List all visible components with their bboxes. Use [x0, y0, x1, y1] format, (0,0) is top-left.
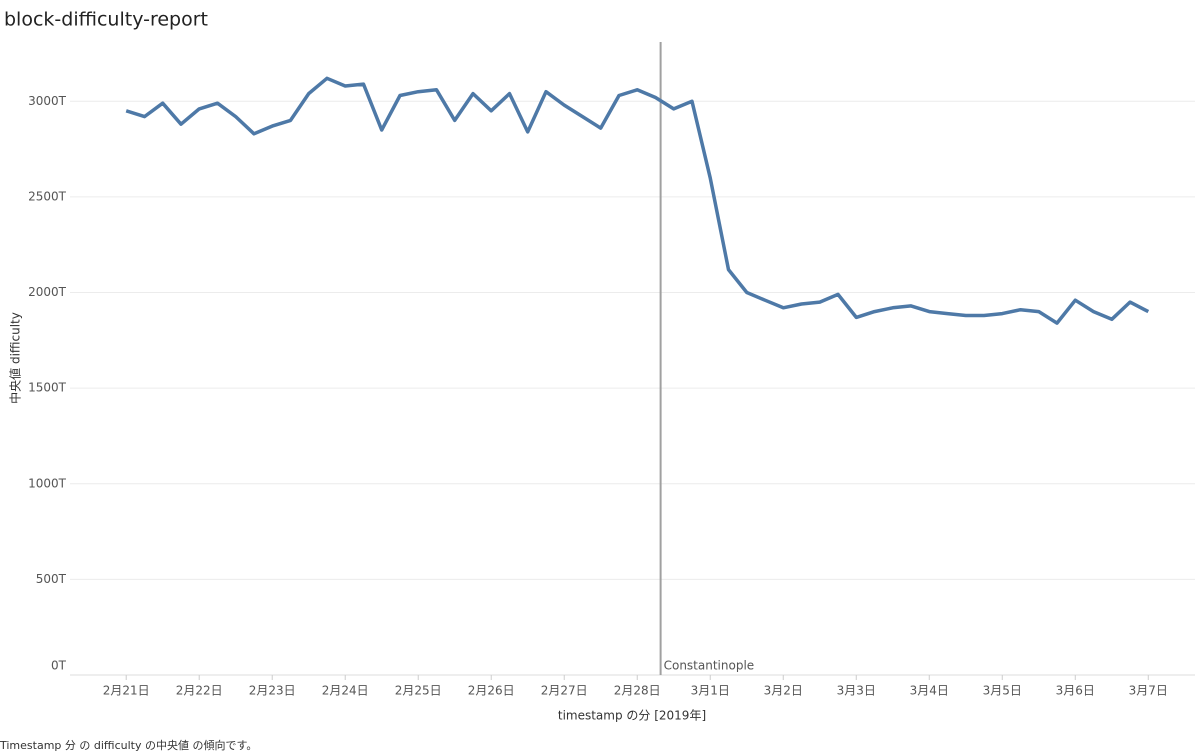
- x-tick-label: 3月4日: [910, 684, 949, 698]
- y-tick-label: 1000T: [28, 476, 67, 490]
- chart-title: block-difficulty-report: [4, 9, 208, 31]
- y-tick-label: 0T: [51, 659, 67, 673]
- x-tick-label: 2月23日: [249, 684, 296, 698]
- x-tick-label: 2月21日: [103, 684, 150, 698]
- x-tick-label: 2月24日: [322, 684, 369, 698]
- y-tick-label: 500T: [36, 572, 67, 586]
- annotation-label: Constantinople: [664, 659, 755, 673]
- y-tick-label: 1500T: [28, 381, 67, 395]
- x-tick-label: 2月28日: [614, 684, 661, 698]
- caption: Timestamp 分 の difficulty の中央値 の傾向です。: [0, 738, 257, 752]
- y-axis-title: 中央値 difficulty: [8, 312, 23, 404]
- x-axis-title: timestamp の分 [2019年]: [558, 709, 706, 723]
- x-tick-label: 2月22日: [176, 684, 223, 698]
- y-tick-label: 2500T: [28, 189, 67, 203]
- x-tick-label: 3月2日: [764, 684, 803, 698]
- x-tick-label: 2月26日: [468, 684, 515, 698]
- x-tick-label: 3月6日: [1056, 684, 1095, 698]
- x-tick-label: 2月27日: [541, 684, 588, 698]
- x-tick-label: 3月1日: [691, 684, 730, 698]
- data-line: [125, 76, 1150, 325]
- x-tick-label: 3月7日: [1129, 684, 1168, 698]
- x-tick-label: 3月5日: [983, 684, 1022, 698]
- x-tick-label: 2月25日: [395, 684, 442, 698]
- x-tick-label: 3月3日: [837, 684, 876, 698]
- y-tick-label: 2000T: [28, 285, 67, 299]
- y-tick-label: 3000T: [28, 94, 67, 108]
